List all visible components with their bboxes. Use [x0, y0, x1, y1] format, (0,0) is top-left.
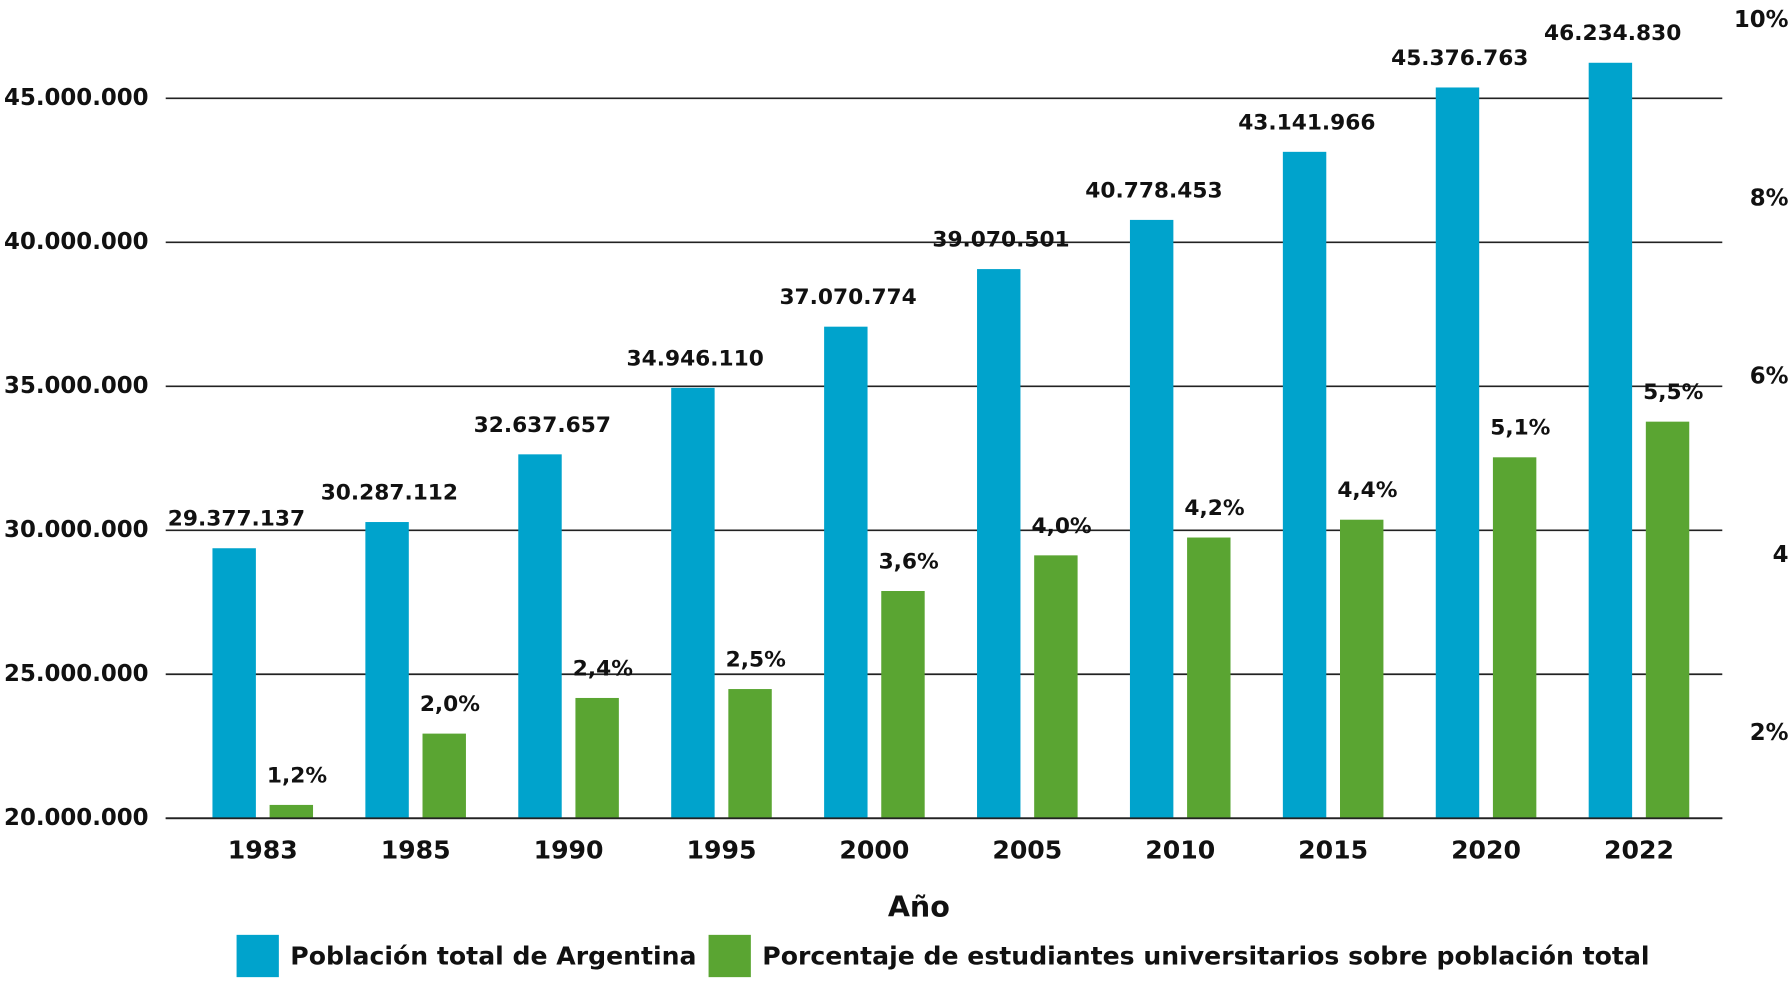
legend-label: Porcentaje de estudiantes universitarios… — [762, 942, 1649, 971]
bar — [1034, 555, 1078, 819]
x-tick-label: 2010 — [1145, 835, 1215, 864]
x-tick-label: 1985 — [381, 835, 451, 864]
bar — [1492, 457, 1537, 819]
value-label: 43.141.966 — [1238, 110, 1375, 135]
bar — [518, 454, 562, 819]
bar — [824, 326, 868, 819]
x-tick-label: 2000 — [839, 835, 909, 864]
x-tick-label: 2022 — [1604, 835, 1674, 864]
value-label: 29.377.137 — [168, 507, 305, 532]
bar — [212, 548, 256, 819]
value-label: 3,6% — [879, 549, 939, 574]
value-label: 2,5% — [726, 647, 786, 672]
bar — [1187, 537, 1231, 819]
value-label: 46.234.830 — [1544, 21, 1681, 46]
value-label: 4,0% — [1031, 514, 1091, 539]
bar — [365, 522, 409, 819]
bar — [881, 591, 925, 819]
x-tick-label: 2005 — [992, 835, 1062, 864]
y-tick-label: 25.000.000 — [4, 661, 149, 687]
bar — [728, 689, 772, 819]
legend-swatch — [236, 934, 279, 978]
y2-tick-label: 8% — [1750, 185, 1789, 211]
bar — [1588, 62, 1633, 819]
bar — [1282, 151, 1327, 819]
y2-tick-label: 2% — [1750, 720, 1789, 746]
value-label: 34.946.110 — [627, 346, 764, 371]
value-label: 4,2% — [1184, 496, 1244, 521]
value-label: 30.287.112 — [321, 480, 458, 505]
bar — [671, 387, 715, 819]
x-tick-label: 1995 — [687, 835, 757, 864]
bar — [1435, 87, 1480, 819]
legend-label: Población total de Argentina — [290, 942, 696, 971]
y-tick-label: 45.000.000 — [4, 85, 149, 111]
value-label: 2,4% — [573, 656, 633, 681]
value-label: 40.778.453 — [1085, 178, 1222, 203]
bar — [422, 733, 466, 819]
x-tick-label: 1990 — [534, 835, 604, 864]
value-label: 37.070.774 — [779, 285, 916, 310]
bar — [977, 269, 1021, 819]
bar — [575, 697, 619, 819]
x-axis-title: Año — [888, 890, 950, 924]
y-tick-label: 35.000.000 — [4, 373, 149, 399]
value-label: 45.376.763 — [1391, 46, 1528, 71]
value-label: 32.637.657 — [474, 413, 611, 438]
value-label: 5,5% — [1643, 380, 1703, 405]
y-tick-label: 30.000.000 — [4, 517, 149, 543]
y2-tick-label: 4 — [1773, 542, 1789, 568]
bar — [269, 804, 314, 819]
bar — [1645, 421, 1690, 819]
y-tick-label: 20.000.000 — [4, 805, 149, 831]
value-label: 5,1% — [1490, 416, 1550, 441]
y2-tick-label: 6% — [1750, 364, 1789, 390]
x-tick-label: 2015 — [1298, 835, 1368, 864]
y-tick-label: 40.000.000 — [4, 229, 149, 255]
bar — [1340, 519, 1384, 819]
bar — [1129, 219, 1174, 819]
value-label: 1,2% — [267, 763, 327, 788]
value-label: 4,4% — [1337, 478, 1397, 503]
legend-swatch — [708, 934, 751, 978]
y2-tick-label: 10% — [1734, 7, 1789, 33]
value-label: 2,0% — [420, 692, 480, 717]
x-tick-label: 1983 — [228, 835, 298, 864]
value-label: 39.070.501 — [932, 228, 1069, 253]
x-tick-label: 2020 — [1451, 835, 1521, 864]
